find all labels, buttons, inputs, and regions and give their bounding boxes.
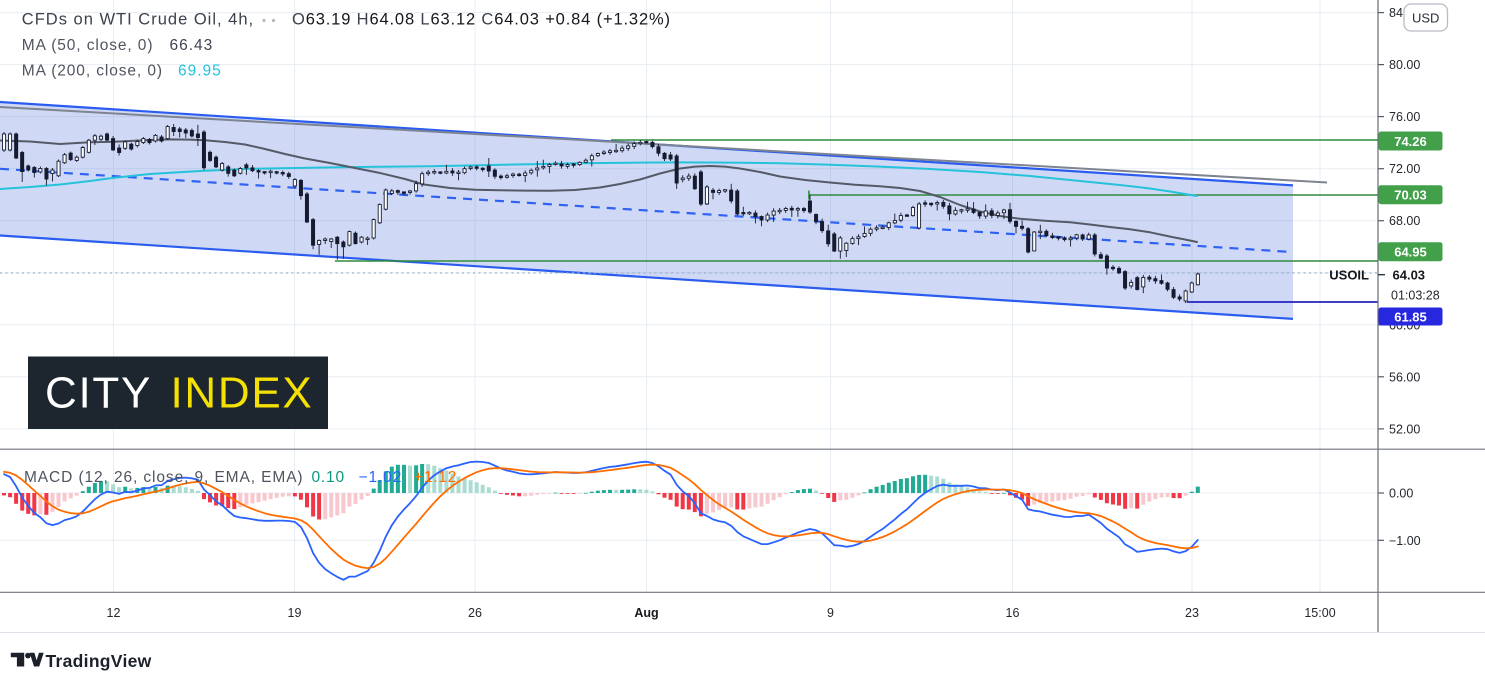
svg-text:52.00: 52.00 bbox=[1389, 422, 1420, 436]
svg-text:O63.19 H64.08 L63.12 C64.03: O63.19 H64.08 L63.12 C64.03 +0.84 (+1.32… bbox=[292, 10, 671, 28]
svg-text:CFDs on WTI Crude Oil, 4h,: CFDs on WTI Crude Oil, 4h, bbox=[22, 10, 254, 28]
svg-text:26: 26 bbox=[468, 606, 482, 620]
svg-text:23: 23 bbox=[1185, 606, 1199, 620]
svg-text:61.85: 61.85 bbox=[1394, 309, 1427, 324]
svg-text:64.95: 64.95 bbox=[1394, 245, 1427, 260]
svg-text:68.00: 68.00 bbox=[1389, 214, 1420, 228]
svg-text:01:03:28: 01:03:28 bbox=[1391, 289, 1440, 303]
svg-text:80.00: 80.00 bbox=[1389, 58, 1420, 72]
svg-text:USD: USD bbox=[1412, 11, 1439, 26]
svg-text:70.03: 70.03 bbox=[1394, 188, 1427, 203]
svg-text:USOIL: USOIL bbox=[1329, 268, 1369, 283]
svg-text:64.03: 64.03 bbox=[1393, 268, 1426, 283]
svg-text:56.00: 56.00 bbox=[1389, 370, 1420, 384]
svg-text:15:00: 15:00 bbox=[1304, 606, 1335, 620]
svg-text:MA (50, close, 0) 66.43: MA (50, close, 0) 66.43 bbox=[22, 37, 213, 54]
svg-text:74.26: 74.26 bbox=[1394, 134, 1427, 149]
svg-text:TradingView: TradingView bbox=[46, 651, 152, 671]
svg-text:9: 9 bbox=[827, 606, 834, 620]
svg-text:72.00: 72.00 bbox=[1389, 162, 1420, 176]
svg-text:19: 19 bbox=[288, 606, 302, 620]
svg-text:MACD (12, 26, close, 9, EMA, E: MACD (12, 26, close, 9, EMA, EMA) 0.10 −1.… bbox=[24, 469, 457, 486]
svg-text:12: 12 bbox=[107, 606, 121, 620]
svg-text:16: 16 bbox=[1006, 606, 1020, 620]
svg-text:76.00: 76.00 bbox=[1389, 110, 1420, 124]
svg-text:Aug: Aug bbox=[634, 606, 658, 620]
svg-text:MA (200, close, 0) 69.95: MA (200, close, 0) 69.95 bbox=[22, 62, 222, 79]
svg-text:0.00: 0.00 bbox=[1389, 487, 1413, 501]
svg-text:−1.00: −1.00 bbox=[1389, 534, 1421, 548]
